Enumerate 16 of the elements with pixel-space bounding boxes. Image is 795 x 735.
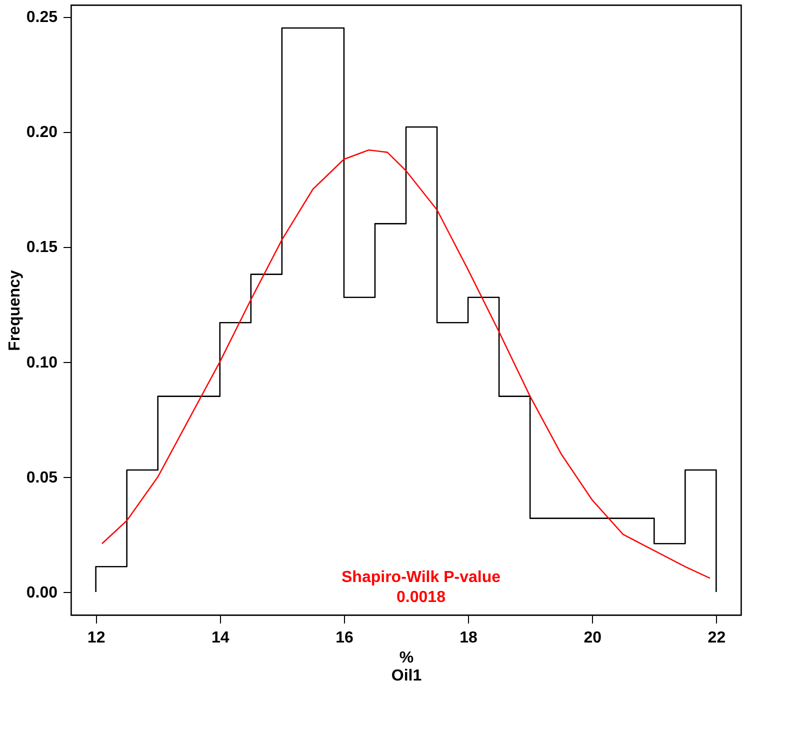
x-axis-title: % Oil1 (391, 650, 422, 684)
x-tick-label: 18 (460, 630, 478, 646)
y-tick-label: 0.25 (26, 9, 58, 26)
x-tick-label: 20 (584, 630, 602, 646)
y-tick-label: 0.15 (26, 239, 58, 256)
y-tick-label: 0.20 (26, 124, 58, 142)
y-tick-label: 0.05 (26, 469, 58, 486)
y-axis-title: Frequency (6, 270, 24, 351)
annotation: Shapiro-Wilk P-value (342, 569, 501, 586)
y-tick-label: 0.10 (26, 354, 58, 372)
y-tick-label: 0.00 (26, 584, 58, 602)
x-tick-label: 12 (87, 630, 106, 646)
x-tick-label: 16 (336, 630, 354, 646)
annotation: 0.0018 (396, 589, 446, 606)
x-tick-label: 22 (708, 630, 726, 646)
x-tick-label: 14 (211, 630, 230, 646)
